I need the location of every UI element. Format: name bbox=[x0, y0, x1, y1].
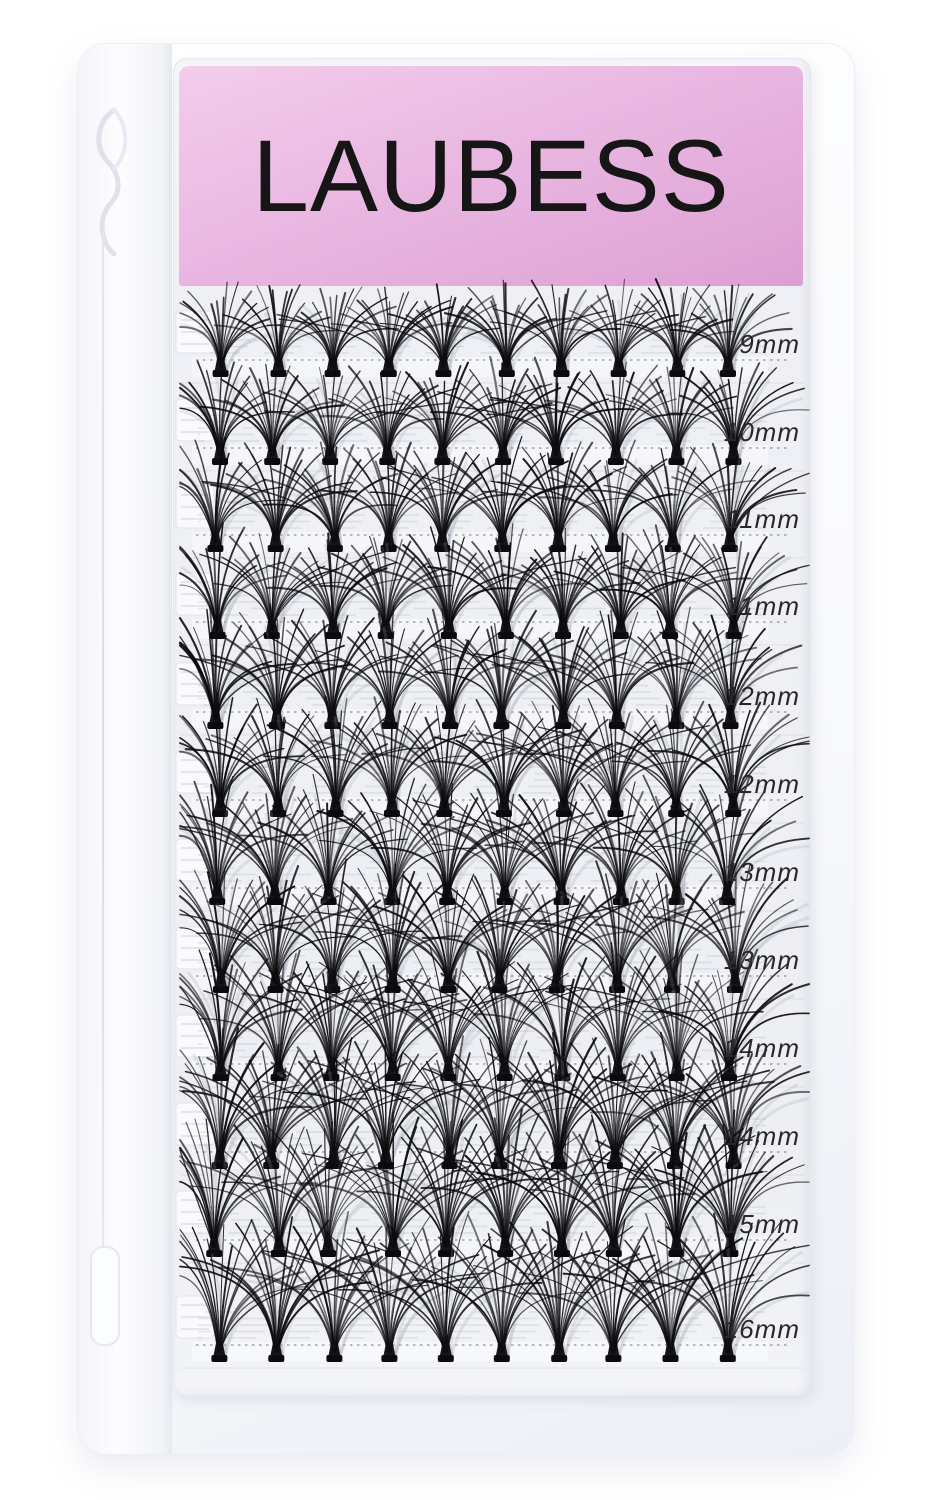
case-clasp-icon bbox=[96, 107, 128, 257]
case-hinge-seam bbox=[102, 229, 104, 1309]
brand-name: LAUBESS bbox=[252, 119, 730, 233]
case-latch-bottom bbox=[90, 1246, 120, 1346]
lash-row bbox=[175, 278, 804, 384]
lash-row bbox=[175, 603, 804, 736]
lash-row bbox=[175, 773, 810, 912]
lash-row bbox=[175, 522, 810, 646]
lash-row bbox=[175, 355, 810, 472]
lash-row bbox=[175, 690, 810, 824]
lash-row bbox=[175, 1206, 810, 1369]
brand-header: LAUBESS bbox=[179, 66, 803, 286]
lash-row bbox=[175, 436, 810, 559]
case-hinge bbox=[78, 44, 172, 1454]
